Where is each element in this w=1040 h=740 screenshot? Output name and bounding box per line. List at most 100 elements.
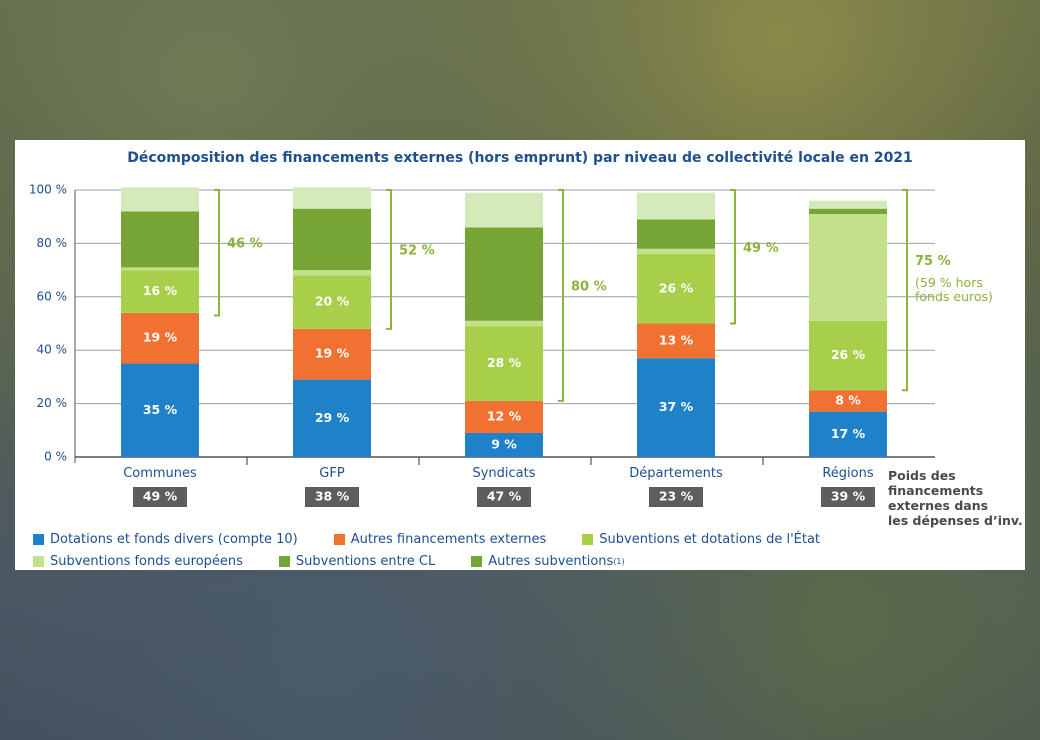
segment-value-label: 17 % xyxy=(831,426,866,441)
weights-caption-line: Poids des xyxy=(888,468,956,483)
brace-label: 46 % xyxy=(227,237,263,252)
weights-caption: Poids des financements externes dans les… xyxy=(888,468,1028,528)
chart-panel: Décomposition des financements externes … xyxy=(15,140,1025,570)
bar-segment xyxy=(809,390,887,412)
legend-swatch xyxy=(33,555,44,567)
y-tick-label: 100 % xyxy=(29,183,67,197)
segment-value-label: 29 % xyxy=(315,410,350,425)
bar-segment xyxy=(293,328,371,380)
legend-row: Dotations et fonds divers (compte 10) Au… xyxy=(33,528,1023,550)
bar-segment xyxy=(121,312,199,364)
legend-label: Subventions entre CL xyxy=(295,553,436,569)
weight-value: 49 % xyxy=(143,489,178,504)
bar-segment xyxy=(465,400,543,433)
brace xyxy=(214,189,220,317)
weight-badge xyxy=(305,487,359,507)
bar-segment xyxy=(809,411,887,457)
legend-swatch xyxy=(33,533,44,545)
segment-value-label: 35 % xyxy=(143,402,178,417)
brace xyxy=(730,189,736,325)
bar-segment xyxy=(809,214,887,321)
y-tick-label: 60 % xyxy=(37,289,68,303)
bar-segment xyxy=(809,200,887,209)
brace-label: 52 % xyxy=(399,243,435,258)
segment-value-label: 8 % xyxy=(835,392,861,407)
legend-label: Subventions et dotations de l'État xyxy=(599,531,821,547)
weight-value: 23 % xyxy=(659,489,694,504)
legend-label: Dotations et fonds divers (compte 10) xyxy=(50,531,298,547)
weight-badge xyxy=(133,487,187,507)
bar-segment xyxy=(465,432,543,457)
legend-swatch xyxy=(582,533,594,545)
legend-item: Subventions fonds européens xyxy=(33,554,243,569)
bar-segment xyxy=(293,187,371,209)
weight-value: 47 % xyxy=(487,489,522,504)
legend-item: Autres subventions (1) xyxy=(471,553,625,569)
legend-item: Subventions entre CL xyxy=(278,553,436,569)
brace-label: 75 % xyxy=(915,254,951,269)
brace xyxy=(902,189,908,392)
legend-swatch xyxy=(471,555,483,567)
bar-segment xyxy=(465,227,543,321)
x-category-label: Départements xyxy=(629,466,723,481)
legend: Dotations et fonds divers (compte 10) Au… xyxy=(33,528,1023,572)
segment-value-label: 12 % xyxy=(487,408,522,423)
bar-segment xyxy=(121,270,199,313)
brace-label: 80 % xyxy=(571,279,607,294)
segment-value-label: 26 % xyxy=(831,347,866,362)
legend-row: Subventions fonds européens Subventions … xyxy=(33,550,1023,572)
segment-value-label: 16 % xyxy=(143,283,178,298)
weights-caption-line: les dépenses d’inv. xyxy=(888,513,1023,528)
bar-segment xyxy=(121,363,199,457)
legend-label: Autres subventions xyxy=(488,553,614,569)
bar-segment xyxy=(121,267,199,271)
legend-label: Autres financements externes xyxy=(350,531,547,547)
brace xyxy=(386,189,392,330)
brace-label: 49 % xyxy=(743,241,779,256)
legend-label: Subventions fonds européens xyxy=(50,553,243,569)
x-category-label: Régions xyxy=(822,466,874,481)
weights-caption-line: externes dans xyxy=(888,498,989,513)
weight-value: 38 % xyxy=(315,489,350,504)
chart-title: Décomposition des financements externes … xyxy=(127,150,913,166)
brace-note: fonds euros) xyxy=(915,289,993,304)
brace-note: (59 % hors xyxy=(915,275,983,290)
bar-segment xyxy=(121,211,199,268)
bar-segment xyxy=(293,270,371,276)
legend-item: Subventions et dotations de l'État xyxy=(582,532,820,547)
legend-swatch xyxy=(333,533,345,545)
segment-value-label: 28 % xyxy=(487,355,522,370)
bar-segment xyxy=(637,219,715,249)
bar-segment xyxy=(465,192,543,228)
bar-segment xyxy=(637,358,715,457)
stacked-bar-chart: 0 % 20 % 40 % 60 % 80 % 100 % 35 % 19 % 16 % Comm… xyxy=(29,183,993,507)
bar-segment xyxy=(809,320,887,391)
segment-value-label: 37 % xyxy=(659,399,694,414)
weights-caption-line: financements xyxy=(888,483,984,498)
legend-swatch xyxy=(278,555,290,567)
x-category-label: GFP xyxy=(319,466,345,481)
bar-segment xyxy=(637,254,715,324)
segment-value-label: 19 % xyxy=(143,330,178,345)
x-category-label: Syndicats xyxy=(472,466,535,481)
legend-item: Autres financements externes xyxy=(333,531,547,547)
bar-segment xyxy=(293,208,371,271)
legend-footnote: (1) xyxy=(613,556,625,566)
segment-value-label: 26 % xyxy=(659,280,694,295)
brace xyxy=(558,189,564,402)
bar-segment xyxy=(293,379,371,457)
legend-item: Dotations et fonds divers (compte 10) xyxy=(33,532,298,547)
bar-segment xyxy=(637,192,715,220)
segment-value-label: 13 % xyxy=(659,332,694,347)
segment-value-label: 20 % xyxy=(315,294,350,309)
weight-value: 39 % xyxy=(831,489,866,504)
y-tick-label: 40 % xyxy=(37,343,68,357)
segment-value-label: 9 % xyxy=(491,436,517,451)
weight-badge xyxy=(649,487,703,507)
weight-badge xyxy=(821,487,875,507)
bar-segment xyxy=(465,326,543,401)
y-tick-label: 0 % xyxy=(44,450,67,464)
bar-segment xyxy=(637,323,715,359)
bar-segment xyxy=(637,248,715,255)
y-tick-label: 80 % xyxy=(37,236,68,250)
